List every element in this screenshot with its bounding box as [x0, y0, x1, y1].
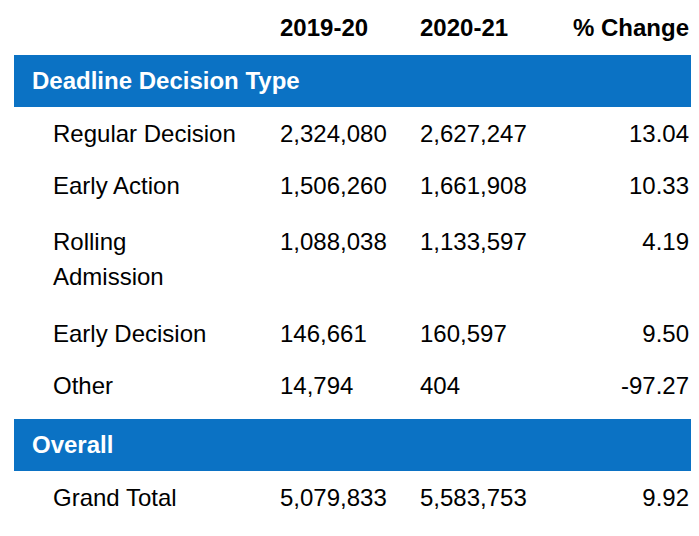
value-percent-change: 10.33	[570, 168, 699, 203]
table-header-row: 2019-20 2020-21 % Change	[0, 0, 699, 55]
value-percent-change: -97.27	[570, 368, 699, 403]
value-2020-21: 2,627,247	[420, 116, 570, 151]
value-percent-change: 13.04	[570, 116, 699, 151]
value-2019-20: 1,506,260	[280, 168, 420, 203]
value-2019-20: 1,088,038	[280, 224, 420, 259]
value-percent-change: 9.92	[570, 480, 699, 515]
value-2019-20: 146,661	[280, 316, 420, 351]
value-2020-21: 5,583,753	[420, 480, 570, 515]
value-2020-21: 160,597	[420, 316, 570, 351]
section-header-label: Overall	[32, 431, 113, 459]
row-label: Rolling Admission	[0, 224, 280, 294]
value-2020-21: 404	[420, 368, 570, 403]
section-header-deadline-decision-type: Deadline Decision Type	[14, 55, 691, 107]
table-row-other: Other 14,794 404 -97.27	[0, 359, 699, 411]
value-percent-change: 9.50	[570, 316, 699, 351]
section-header-label: Deadline Decision Type	[32, 67, 300, 95]
row-label: Other	[0, 368, 280, 403]
value-percent-change: 4.19	[570, 224, 699, 259]
applications-by-deadline-table: 2019-20 2020-21 % Change Deadline Decisi…	[0, 0, 699, 536]
table-row-early-decision: Early Decision 146,661 160,597 9.50	[0, 307, 699, 359]
row-label: Regular Decision	[0, 116, 280, 151]
value-2020-21: 1,661,908	[420, 168, 570, 203]
table-row-rolling-admission: Rolling Admission 1,088,038 1,133,597 4.…	[0, 211, 699, 307]
value-2019-20: 5,079,833	[280, 480, 420, 515]
row-label: Early Decision	[0, 316, 280, 351]
table-row-grand-total: Grand Total 5,079,833 5,583,753 9.92	[0, 471, 699, 523]
row-label: Early Action	[0, 168, 280, 203]
table-row-regular-decision: Regular Decision 2,324,080 2,627,247 13.…	[0, 107, 699, 159]
row-label: Grand Total	[0, 480, 280, 515]
column-header-2019-20: 2019-20	[280, 10, 420, 45]
value-2019-20: 14,794	[280, 368, 420, 403]
value-2020-21: 1,133,597	[420, 224, 570, 259]
table-row-early-action: Early Action 1,506,260 1,661,908 10.33	[0, 159, 699, 211]
column-header-percent-change: % Change	[570, 10, 699, 45]
value-2019-20: 2,324,080	[280, 116, 420, 151]
section-header-overall: Overall	[14, 419, 691, 471]
column-header-2020-21: 2020-21	[420, 10, 570, 45]
